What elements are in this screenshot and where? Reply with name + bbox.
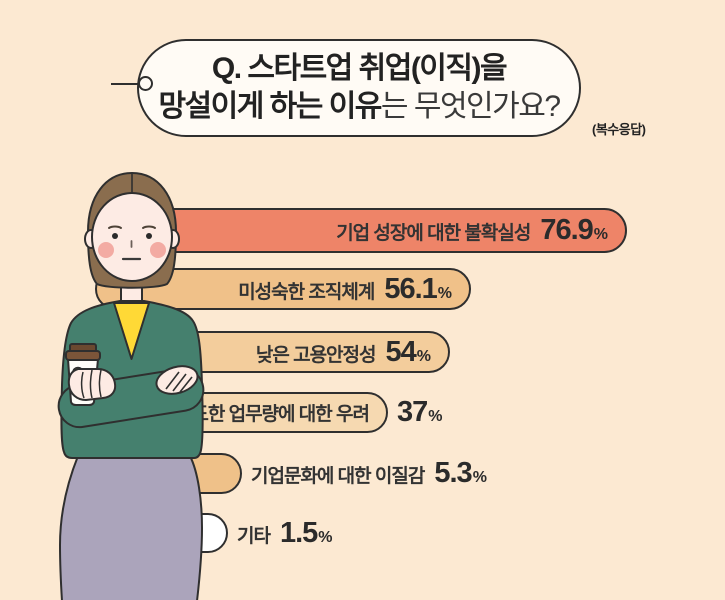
bar-value: 5.3 bbox=[434, 457, 472, 489]
bar-row: 기업 성장에 대한 불확실성 76.9% bbox=[95, 208, 627, 253]
eyebrow-right bbox=[142, 225, 156, 229]
bar-value: 37 bbox=[397, 396, 428, 428]
bar-unit: % bbox=[416, 347, 431, 365]
title-line-1: Q. 스타트업 취업(이직)을 bbox=[211, 52, 508, 85]
eye-right bbox=[146, 233, 152, 239]
title-line-2-regular: 는 무엇인가요? bbox=[380, 90, 561, 123]
bar-unit: % bbox=[428, 408, 443, 425]
bar-value: 1.5 bbox=[279, 516, 318, 549]
bar-label: 기타 bbox=[237, 525, 271, 547]
bar-label: 기업문화에 대한 이질감 bbox=[251, 466, 425, 487]
question-title-bubble: Q. 스타트업 취업(이직)을 망설이게 하는 이유는 무엇인가요? bbox=[137, 39, 581, 137]
bar-label: 미성숙한 조직체계 bbox=[238, 281, 375, 303]
bar-label: 낮은 고용안정성 bbox=[255, 344, 377, 366]
skirt bbox=[58, 455, 204, 600]
multiple-response-note: (복수응답) bbox=[592, 122, 646, 137]
bubble-connector-line bbox=[111, 83, 143, 85]
tucked-hand bbox=[155, 365, 199, 395]
bar-unit: % bbox=[472, 469, 487, 486]
cheek-right bbox=[150, 242, 166, 258]
face bbox=[91, 192, 173, 282]
bar-label: 과도한 업무량에 대한 우려 bbox=[174, 404, 370, 425]
title-line-2-bold: 망설이게 하는 이유 bbox=[158, 90, 382, 123]
bar-unit: % bbox=[593, 226, 608, 243]
bar-value: 54 bbox=[385, 335, 417, 368]
bar-label: 기업 성장에 대한 불확실성 bbox=[336, 223, 531, 244]
bar-value: 76.9 bbox=[540, 214, 593, 246]
eyebrow-left bbox=[108, 225, 122, 229]
holding-hand bbox=[67, 368, 117, 402]
title-line-2: 망설이게 하는 이유는 무엇인가요? bbox=[158, 88, 561, 126]
bar: 기업 성장에 대한 불확실성 76.9% bbox=[95, 208, 627, 253]
bar-unit: % bbox=[318, 528, 333, 546]
eye-left bbox=[112, 233, 118, 239]
bar-unit: % bbox=[437, 284, 452, 302]
cheek-left bbox=[98, 242, 114, 258]
woman-illustration bbox=[57, 171, 205, 600]
speech-bubble-pin bbox=[138, 76, 153, 91]
bar-value: 56.1 bbox=[384, 272, 437, 305]
yellow-shirt bbox=[113, 302, 150, 360]
